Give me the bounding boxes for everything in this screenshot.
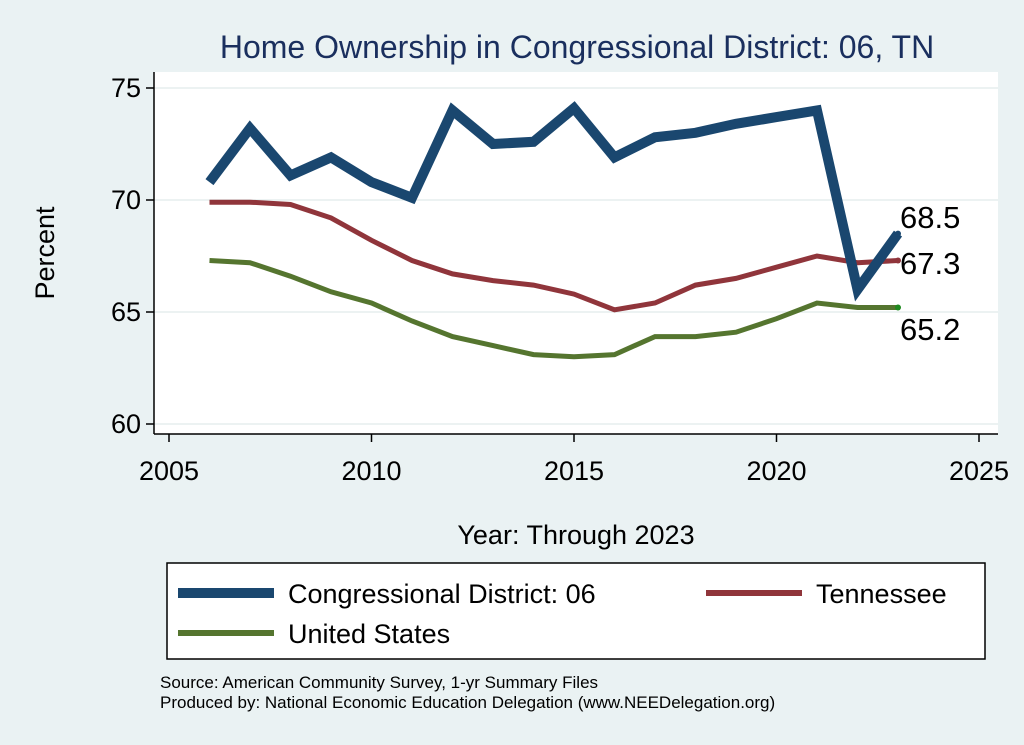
x-tick-label: 2015 — [544, 456, 604, 486]
y-tick-label: 60 — [111, 409, 141, 439]
legend-label-united-states: United States — [288, 619, 450, 649]
y-tick-label: 75 — [111, 73, 141, 103]
series-line-united-states — [209, 258, 898, 360]
end-label-tennessee: 67.3 — [900, 246, 960, 281]
series-lines — [205, 101, 903, 360]
end-label-united-states: 65.2 — [900, 312, 960, 347]
y-tick-label: 70 — [111, 185, 141, 215]
series-line-tennessee — [209, 199, 899, 313]
produced-note: Produced by: National Economic Education… — [160, 693, 775, 712]
x-axis-label: Year: Through 2023 — [457, 520, 694, 550]
source-note: Source: American Community Survey, 1-yr … — [160, 673, 598, 692]
legend: Congressional District: 06 Tennessee Uni… — [166, 562, 986, 660]
x-tick-label: 2005 — [139, 456, 199, 486]
end-label-district: 68.5 — [900, 200, 960, 235]
end-marker-united-states — [895, 304, 901, 311]
series-line-district — [205, 101, 903, 302]
end-marker-district — [895, 230, 901, 237]
gridlines — [154, 87, 998, 425]
chart-title: Home Ownership in Congressional District… — [220, 29, 934, 65]
end-marker-tennessee — [895, 257, 901, 264]
axes: 60 65 70 75 2005 2010 2015 2020 2025 — [111, 72, 1009, 486]
x-tick-label: 2010 — [341, 456, 401, 486]
end-labels: 68.5 67.3 65.2 — [895, 200, 960, 347]
x-tick-label: 2025 — [949, 456, 1009, 486]
y-axis-label: Percent — [30, 206, 60, 300]
legend-label-tennessee: Tennessee — [816, 579, 947, 609]
legend-box — [166, 562, 986, 660]
legend-label-district: Congressional District: 06 — [288, 579, 596, 609]
plot-area — [154, 72, 998, 434]
x-tick-label: 2020 — [746, 456, 806, 486]
y-tick-label: 65 — [111, 297, 141, 327]
